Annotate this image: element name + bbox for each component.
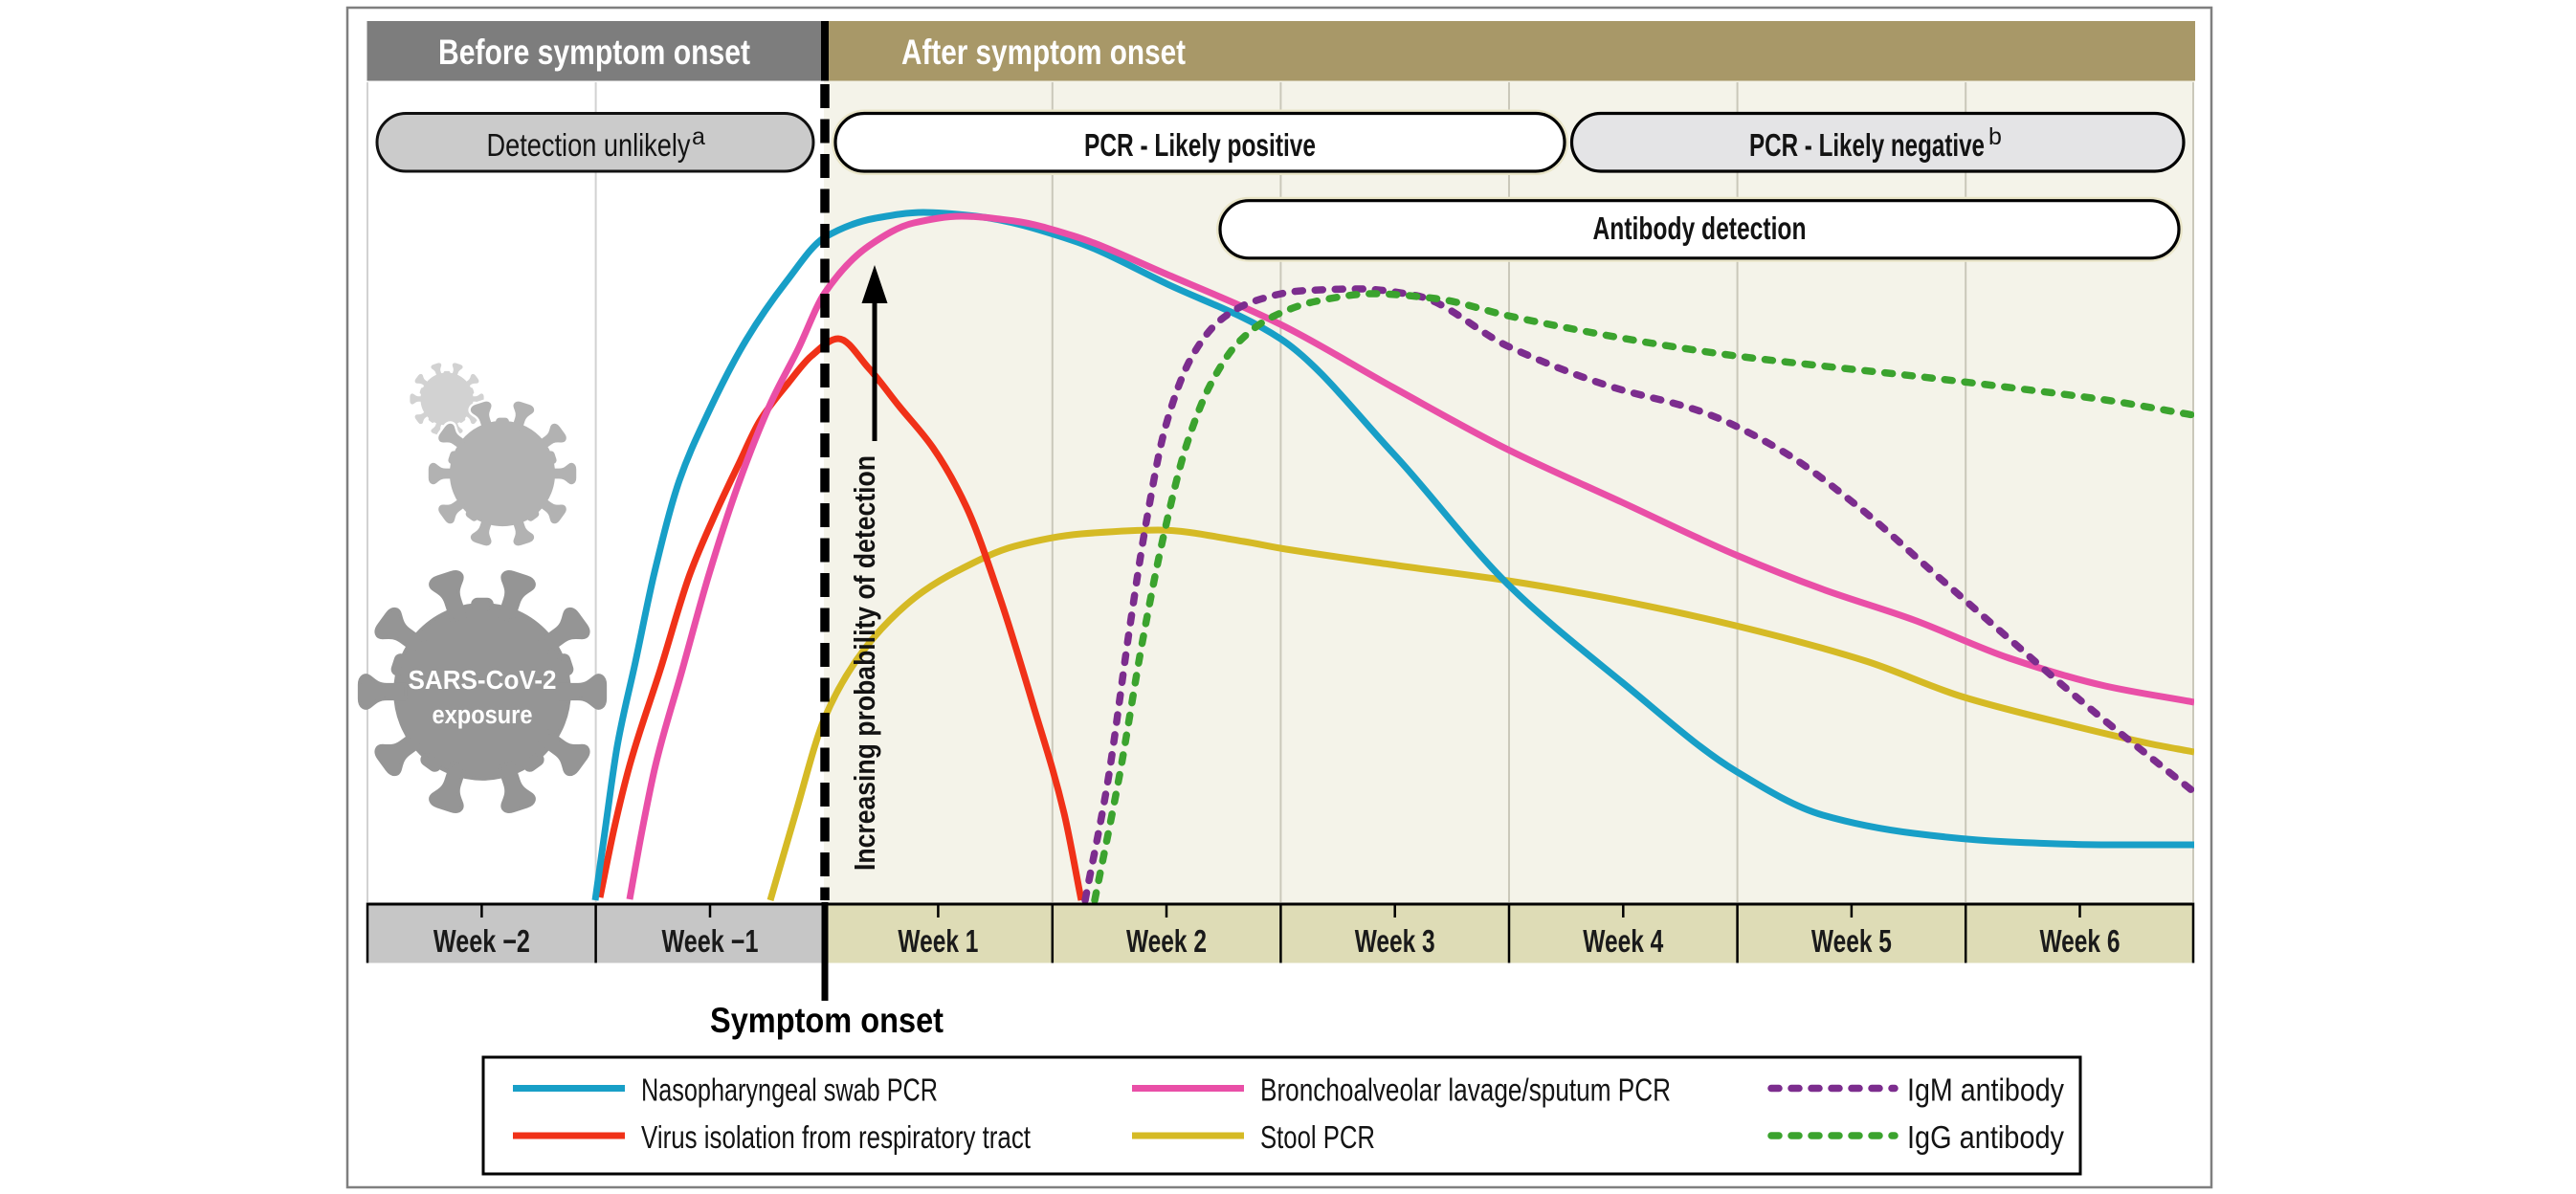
svg-text:IgG antibody: IgG antibody bbox=[1907, 1119, 2064, 1155]
svg-text:IgM antibody: IgM antibody bbox=[1907, 1072, 2064, 1108]
svg-text:Symptom onset: Symptom onset bbox=[710, 1001, 944, 1040]
svg-text:PCR - Likely positive: PCR - Likely positive bbox=[1084, 127, 1316, 163]
svg-text:Detection unlikely: Detection unlikely bbox=[487, 127, 691, 163]
svg-text:After symptom onset: After symptom onset bbox=[901, 33, 1186, 72]
svg-text:Antibody detection: Antibody detection bbox=[1593, 210, 1807, 246]
svg-text:Stool PCR: Stool PCR bbox=[1260, 1119, 1375, 1155]
svg-text:Nasopharyngeal swab PCR: Nasopharyngeal swab PCR bbox=[641, 1072, 938, 1108]
svg-text:Week 5: Week 5 bbox=[1811, 923, 1892, 959]
svg-text:SARS-CoV-2: SARS-CoV-2 bbox=[409, 665, 557, 695]
svg-text:Week 3: Week 3 bbox=[1355, 923, 1435, 959]
svg-text:Week 4: Week 4 bbox=[1583, 923, 1663, 959]
svg-text:Increasing probability of dete: Increasing probability of detection bbox=[848, 455, 881, 871]
svg-text:Before symptom onset: Before symptom onset bbox=[438, 33, 750, 72]
svg-text:exposure: exposure bbox=[433, 700, 533, 729]
svg-text:Virus isolation from respirato: Virus isolation from respiratory tract bbox=[641, 1119, 1031, 1155]
svg-text:Week 6: Week 6 bbox=[2040, 923, 2121, 959]
svg-text:PCR - Likely negative: PCR - Likely negative bbox=[1749, 127, 1985, 163]
svg-text:a: a bbox=[692, 123, 705, 150]
svg-text:Week −1: Week −1 bbox=[662, 923, 759, 959]
svg-text:Week 1: Week 1 bbox=[898, 923, 978, 959]
svg-text:Week −2: Week −2 bbox=[433, 923, 530, 959]
svg-text:Week 2: Week 2 bbox=[1126, 923, 1207, 959]
svg-text:Bronchoalveolar lavage/sputum: Bronchoalveolar lavage/sputum PCR bbox=[1260, 1072, 1671, 1108]
svg-text:b: b bbox=[1988, 123, 2002, 150]
